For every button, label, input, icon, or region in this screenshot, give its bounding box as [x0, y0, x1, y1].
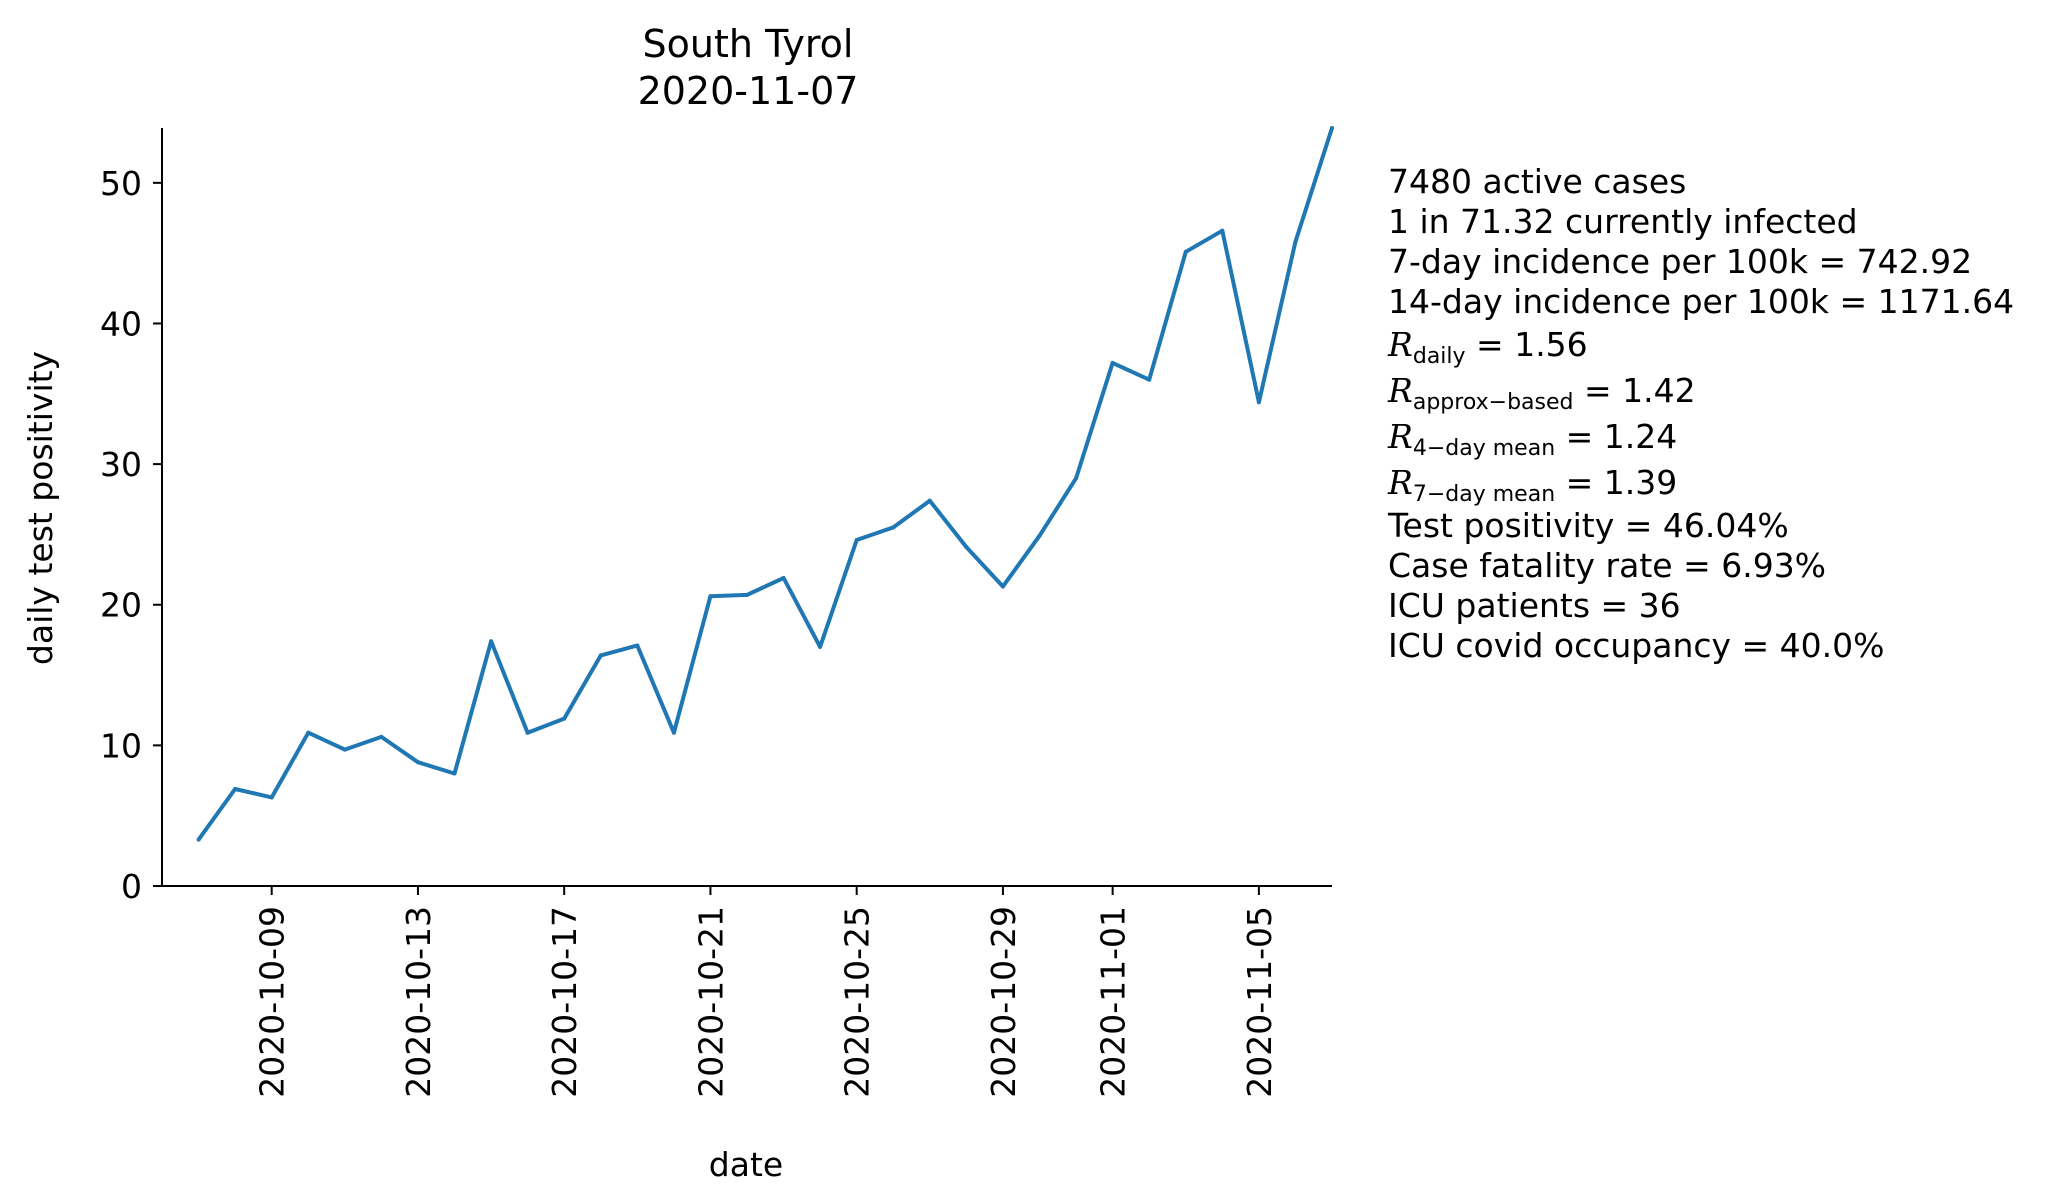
r-daily-subscript: daily — [1412, 344, 1466, 369]
r-4day-value: = 1.24 — [1555, 417, 1678, 456]
active-cases-text: 7480 active cases — [1388, 162, 1687, 201]
data-point-2020-10-08 — [233, 787, 238, 791]
stats-panel: 7480 active cases 1 in 71.32 currently i… — [1388, 162, 2014, 666]
incidence-7-text: 7-day incidence per 100k = 742.92 — [1388, 242, 1973, 281]
data-point-2020-10-20 — [671, 730, 676, 735]
y-axis-ticks: 0 10 20 30 40 50 — [100, 164, 162, 906]
y-tick-label-10: 10 — [100, 726, 142, 765]
data-point-2020-10-26 — [891, 525, 896, 530]
infected-ratio-text: 1 in 71.32 currently infected — [1388, 202, 1858, 241]
icu-patients-text: ICU patients = 36 — [1388, 586, 1681, 625]
data-point-2020-10-15 — [489, 639, 494, 644]
icu-occupancy-text: ICU covid occupancy = 40.0% — [1388, 626, 1885, 665]
x-tick-label-2020-11-01: 2020-11-01 — [1094, 906, 1133, 1098]
data-point-2020-11-06 — [1293, 239, 1298, 244]
y-tick-label-40: 40 — [100, 304, 142, 343]
data-point-2020-10-09 — [269, 795, 274, 800]
incidence-14-text: 14-day incidence per 100k = 1171.64 — [1388, 282, 2015, 321]
x-tick-label-2020-10-13: 2020-10-13 — [399, 906, 438, 1098]
r-7day-text: R7−day mean = 1.39 — [1388, 460, 2014, 506]
r-7day-value: = 1.39 — [1555, 463, 1678, 502]
data-point-2020-10-13 — [415, 760, 420, 765]
data-point-2020-11-02 — [1147, 377, 1152, 382]
data-point-2020-10-18 — [598, 653, 603, 658]
r-daily-value: = 1.56 — [1465, 325, 1588, 364]
x-tick-label-2020-11-05: 2020-11-05 — [1240, 906, 1279, 1098]
data-point-2020-10-10 — [306, 730, 311, 735]
data-point-2020-10-22 — [745, 592, 749, 597]
r-symbol: R — [1388, 463, 1413, 502]
data-point-2020-10-14 — [452, 771, 457, 776]
data-point-2020-10-31 — [1074, 476, 1079, 481]
data-point-2020-11-04 — [1220, 228, 1225, 233]
data-point-2020-10-17 — [562, 716, 567, 721]
y-tick-label-30: 30 — [100, 445, 142, 484]
r-7day-subscript: 7−day mean — [1412, 482, 1556, 507]
y-axis-label: daily test positivity — [21, 351, 60, 665]
data-point-2020-10-11 — [342, 747, 347, 752]
x-axis-ticks: 2020-10-09 2020-10-13 2020-10-17 2020-10-21… — [253, 886, 1279, 1098]
data-point-2020-10-29 — [1000, 584, 1005, 589]
data-point-2020-10-23 — [781, 576, 786, 580]
x-tick-label-2020-10-09: 2020-10-09 — [253, 906, 292, 1098]
data-point-2020-11-05 — [1256, 400, 1261, 405]
data-point-2020-10-25 — [854, 538, 859, 542]
r-symbol: R — [1388, 371, 1413, 410]
x-tick-label-2020-10-17: 2020-10-17 — [545, 906, 584, 1098]
y-tick-label-0: 0 — [121, 867, 142, 906]
test-positivity-text: Test positivity = 46.04% — [1388, 506, 1789, 545]
x-tick-label-2020-10-29: 2020-10-29 — [984, 906, 1023, 1098]
r-approx-value: = 1.42 — [1573, 371, 1696, 410]
chart-title: South Tyrol — [643, 22, 854, 66]
data-point-2020-10-30 — [1037, 533, 1042, 538]
r-4day-subscript: 4−day mean — [1412, 436, 1556, 461]
data-point-2020-11-03 — [1183, 249, 1188, 254]
r-symbol: R — [1388, 417, 1413, 456]
x-tick-label-2020-10-21: 2020-10-21 — [691, 906, 730, 1098]
chart-subtitle: 2020-11-07 — [638, 69, 859, 113]
data-point-2020-10-24 — [818, 644, 823, 649]
data-point-2020-10-07 — [196, 837, 201, 842]
data-point-2020-11-01 — [1110, 360, 1115, 365]
data-point-2020-11-07 — [1330, 126, 1334, 130]
data-point-2020-10-12 — [379, 734, 384, 739]
x-tick-label-2020-10-25: 2020-10-25 — [838, 906, 877, 1098]
data-point-2020-10-19 — [635, 643, 640, 648]
case-fatality-text: Case fatality rate = 6.93% — [1388, 546, 1827, 585]
data-point-2020-10-16 — [525, 730, 530, 735]
data-point-2020-10-27 — [927, 498, 932, 503]
r-symbol: R — [1388, 325, 1413, 364]
data-point-2020-10-28 — [964, 545, 969, 550]
y-tick-label-20: 20 — [100, 586, 142, 625]
r-approx-subscript: approx−based — [1412, 390, 1574, 415]
y-tick-label-50: 50 — [100, 164, 142, 203]
x-axis-label: date — [709, 1145, 783, 1184]
r-4day-text: R4−day mean = 1.24 — [1388, 414, 2014, 460]
series-line — [196, 127, 1334, 841]
r-approx-text: Rapprox−based = 1.42 — [1388, 368, 2014, 414]
data-point-2020-10-21 — [708, 594, 713, 599]
r-daily-text: Rdaily = 1.56 — [1388, 322, 2014, 368]
data-points — [196, 126, 1334, 842]
